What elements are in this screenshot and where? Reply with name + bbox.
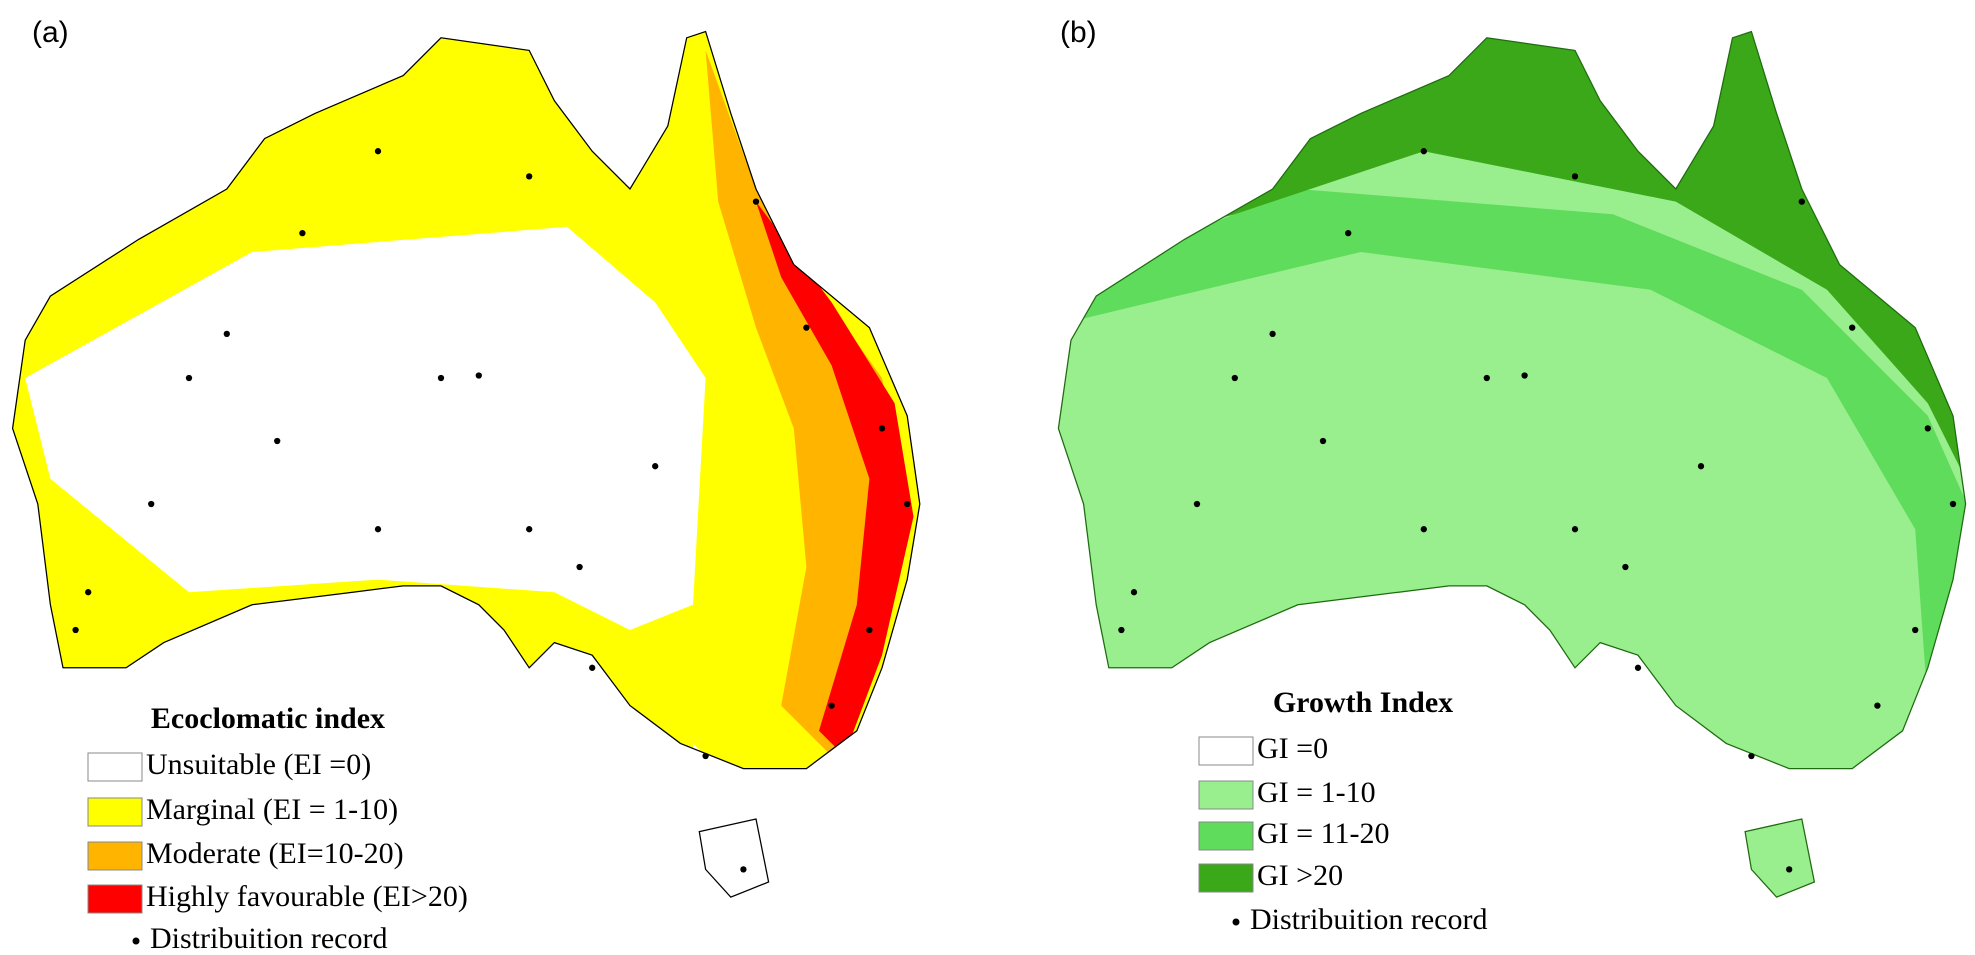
zone (756, 201, 914, 757)
panel-label: (b) (1060, 16, 1097, 49)
legend-dot (132, 937, 140, 945)
legend-label: Distribuition record (1250, 903, 1487, 936)
panel-label: (a) (32, 16, 69, 49)
legend-label: GI >20 (1257, 859, 1343, 892)
legend-swatch (1198, 780, 1254, 810)
legend-swatch (87, 841, 143, 871)
legend-label: Highly favourable (EI>20) (146, 880, 468, 913)
legend-swatch (87, 797, 143, 827)
legend-label: GI =0 (1257, 732, 1328, 765)
legend-label: Distribuition record (150, 922, 387, 955)
zone (25, 226, 706, 631)
legend-dot (1232, 918, 1240, 926)
legend-swatch (1198, 863, 1254, 893)
legend-swatch (87, 752, 143, 782)
zone (705, 50, 908, 756)
legend-label: GI = 11-20 (1257, 817, 1389, 850)
legend-title: Growth Index (1273, 686, 1453, 719)
legends: Ecoclomatic index Unsuitable (EI =0) Margi… (87, 686, 1487, 955)
legend-label: Unsuitable (EI =0) (146, 748, 371, 781)
legend-swatch (87, 884, 143, 914)
map-b (1057, 30, 1967, 898)
legend-title: Ecoclomatic index (151, 702, 385, 735)
legend-swatch (1198, 821, 1254, 851)
legend-label: Marginal (EI = 1-10) (146, 793, 398, 826)
legend-label: Moderate (EI=10-20) (146, 837, 404, 870)
legend-swatch (1198, 736, 1254, 766)
legend-label: GI = 1-10 (1257, 776, 1376, 809)
